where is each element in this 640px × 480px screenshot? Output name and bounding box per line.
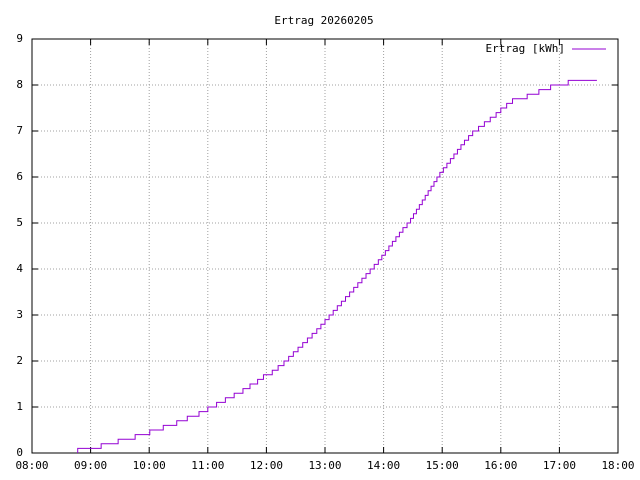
x-tick-label: 11:00 (191, 459, 224, 472)
y-tick-label: 0 (16, 446, 23, 459)
legend-label: Ertrag [kWh] (486, 42, 565, 55)
y-tick-label: 5 (16, 216, 23, 229)
x-tick-label: 18:00 (601, 459, 634, 472)
y-tick-label: 1 (16, 400, 23, 413)
data-line (77, 79, 597, 453)
plot-border (31, 38, 619, 454)
x-tick-label: 09:00 (74, 459, 107, 472)
x-tick-label: 12:00 (250, 459, 283, 472)
x-tick-label: 14:00 (367, 459, 400, 472)
x-tick-label: 10:00 (133, 459, 166, 472)
x-tick-label: 16:00 (484, 459, 517, 472)
y-tick-label: 6 (16, 170, 23, 183)
y-tick-label: 9 (16, 32, 23, 45)
y-tick-label: 8 (16, 78, 23, 91)
x-tick-label: 08:00 (15, 459, 48, 472)
x-tick-label: 15:00 (426, 459, 459, 472)
x-tick-label: 17:00 (543, 459, 576, 472)
chart-title: Ertrag 20260205 (274, 14, 373, 27)
y-tick-label: 4 (16, 262, 23, 275)
y-tick-label: 2 (16, 354, 23, 367)
y-tick-label: 7 (16, 124, 23, 137)
y-tick-label: 3 (16, 308, 23, 321)
x-tick-label: 13:00 (308, 459, 341, 472)
